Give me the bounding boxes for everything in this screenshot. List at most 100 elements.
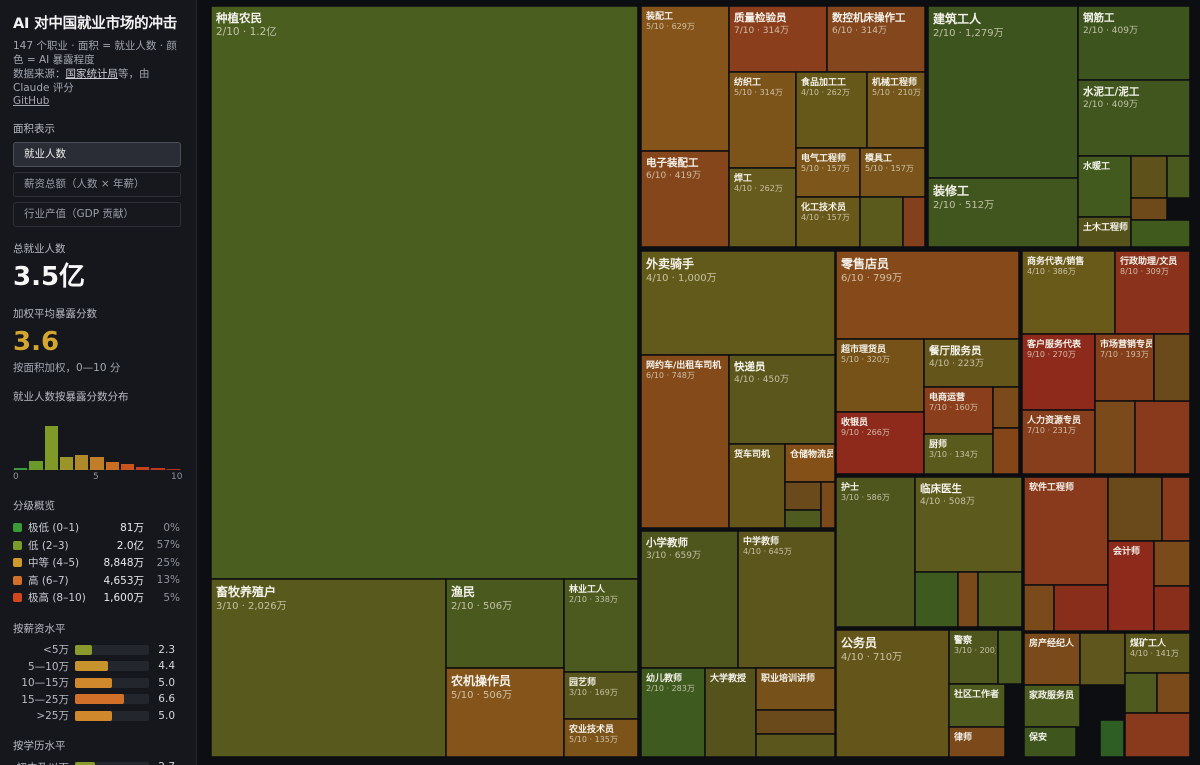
treemap-cell[interactable]: 社区工作者 [948, 683, 1006, 728]
treemap-cell[interactable]: 护士3/10 · 586万 [835, 476, 916, 628]
treemap-cell[interactable] [1053, 584, 1109, 632]
treemap-cell[interactable] [1099, 719, 1125, 758]
treemap-cell[interactable]: 临床医生 4/10 · 508万 [914, 476, 1023, 573]
treemap-cell[interactable] [784, 481, 822, 511]
treemap-cell[interactable] [957, 571, 979, 628]
category-label: 高 (6–7) [28, 574, 69, 587]
histogram-bar [75, 454, 89, 470]
treemap-cell[interactable] [1130, 219, 1191, 248]
treemap-cell[interactable]: 公务员 4/10 · 710万 [835, 629, 950, 758]
treemap-cell[interactable]: 零售店员 6/10 · 799万 [835, 250, 1020, 340]
treemap-cell[interactable] [1153, 585, 1191, 632]
treemap-cell[interactable]: 警察3/10 · 200万 [948, 629, 1003, 685]
treemap-cell[interactable]: 水泥工/泥工 2/10 · 409万 [1077, 79, 1191, 157]
treemap-cell[interactable] [1124, 672, 1158, 714]
area-option-gdp[interactable]: 行业产值（GDP 贡献） [13, 202, 181, 227]
treemap-cell[interactable]: 大学教授 [704, 667, 757, 758]
treemap-cell[interactable]: 电子装配工 6/10 · 419万 [640, 150, 730, 248]
treemap-cell[interactable] [1023, 584, 1055, 632]
treemap-cell[interactable]: 货车司机 [728, 443, 786, 529]
treemap-cell[interactable] [1166, 155, 1191, 199]
area-option-employment[interactable]: 就业人数 [13, 142, 181, 167]
treemap-cell[interactable]: 钢筋工 2/10 · 409万 [1077, 5, 1191, 81]
cell-name: 水暖工 [1083, 160, 1110, 172]
treemap-cell[interactable] [1094, 400, 1136, 475]
treemap-cell[interactable]: 焊工4/10 · 262万 [728, 167, 797, 248]
treemap-cell[interactable]: 房产经纪人 [1023, 632, 1081, 686]
treemap-cell[interactable] [914, 571, 959, 628]
treemap-cell[interactable]: 外卖骑手 4/10 · 1,000万 [640, 250, 836, 356]
treemap-cell[interactable] [784, 509, 822, 529]
treemap-cell-rect [1023, 684, 1081, 728]
treemap-cell[interactable] [992, 386, 1020, 429]
treemap-cell[interactable] [1161, 476, 1191, 542]
treemap-cell[interactable]: 农机操作员 5/10 · 506万 [445, 667, 565, 758]
treemap-cell[interactable] [859, 196, 904, 248]
treemap-cell[interactable] [1079, 632, 1126, 686]
treemap-cell[interactable]: 保安 [1023, 726, 1077, 758]
treemap-cell[interactable] [1156, 672, 1191, 714]
treemap-cell[interactable]: 律师 [948, 726, 1006, 758]
treemap-cell[interactable]: 质量检验员 7/10 · 314万 [728, 5, 828, 73]
salary-label: <5万 [43, 644, 69, 657]
treemap-cell[interactable]: 畜牧养殖户 3/10 · 2,026万 [210, 578, 447, 758]
treemap-cell[interactable]: 行政助理/文员8/10 · 309万 [1114, 250, 1191, 335]
treemap-cell[interactable]: 家政服务员 [1023, 684, 1081, 728]
treemap-cell[interactable] [755, 709, 836, 735]
treemap-cell[interactable]: 水暖工 [1077, 155, 1132, 218]
treemap-cell[interactable] [977, 571, 1023, 628]
treemap-cell[interactable] [755, 733, 836, 758]
treemap-cell[interactable]: 土木工程师 [1077, 216, 1132, 248]
treemap-cell[interactable]: 职业培训讲师 [755, 667, 836, 711]
github-link[interactable]: GitHub [13, 95, 50, 107]
treemap-cell[interactable]: 建筑工人 2/10 · 1,279万 [927, 5, 1079, 179]
treemap-cell[interactable] [992, 427, 1020, 475]
treemap-cell[interactable]: 数控机床操作工 6/10 · 314万 [826, 5, 926, 73]
treemap-cell[interactable]: 厨师3/10 · 134万 [923, 433, 994, 475]
treemap-cell[interactable]: 渔民 2/10 · 506万 [445, 578, 565, 669]
treemap-cell[interactable] [820, 481, 836, 529]
source-link[interactable]: 国家统计局 [65, 68, 119, 80]
treemap-cell[interactable] [1130, 155, 1168, 199]
treemap-cell[interactable]: 会计师 [1107, 540, 1155, 632]
treemap-cell[interactable]: 商务代表/销售4/10 · 386万 [1021, 250, 1116, 335]
treemap-cell[interactable]: 装修工 2/10 · 512万 [927, 177, 1079, 248]
treemap-cell[interactable] [1134, 400, 1191, 475]
treemap-cell[interactable] [1130, 197, 1168, 221]
treemap-cell[interactable]: 软件工程师 [1023, 476, 1109, 586]
cell-name: 食品加工工 [800, 76, 846, 88]
treemap-cell[interactable]: 小学教师 3/10 · 659万 [640, 530, 739, 669]
salary-label: 按薪资水平 [13, 622, 66, 635]
treemap-cell[interactable] [997, 629, 1023, 685]
treemap-cell[interactable] [1153, 540, 1191, 587]
area-option-wage-total[interactable]: 薪资总额（人数 × 年薪） [13, 172, 181, 197]
treemap-cell[interactable] [1124, 712, 1191, 758]
treemap-cell[interactable] [1107, 476, 1163, 542]
treemap-cell[interactable]: 餐厅服务员 4/10 · 223万 [923, 338, 1020, 388]
treemap-cell[interactable]: 快递员 4/10 · 450万 [728, 354, 836, 445]
treemap-cell[interactable] [1153, 333, 1191, 402]
treemap-cell[interactable] [902, 196, 926, 248]
treemap-cell[interactable]: 仓储物流员 [784, 443, 836, 483]
